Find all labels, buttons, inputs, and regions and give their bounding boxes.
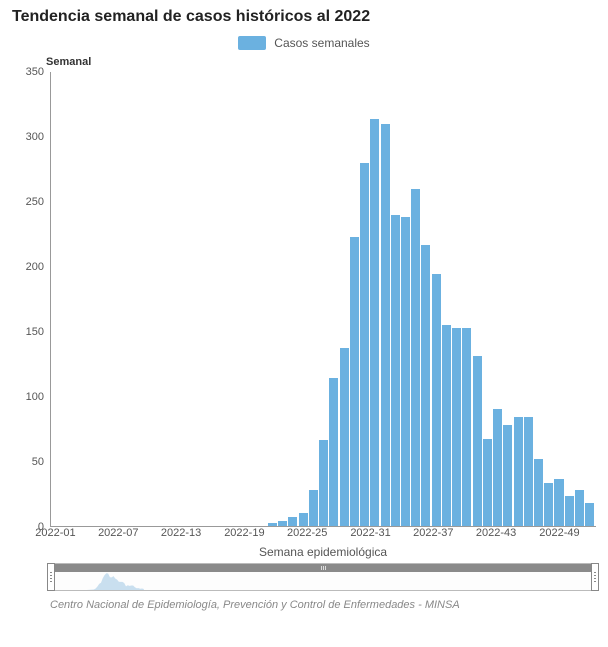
bar[interactable] xyxy=(401,217,410,526)
bar[interactable] xyxy=(565,496,574,526)
bar[interactable] xyxy=(411,189,420,526)
x-axis-label: Semana epidemiológica xyxy=(50,545,596,559)
bar[interactable] xyxy=(421,245,430,526)
x-tick: 2022-37 xyxy=(413,527,453,539)
bar[interactable] xyxy=(534,459,543,526)
bar[interactable] xyxy=(483,439,492,526)
bars-container xyxy=(51,72,596,526)
bar[interactable] xyxy=(524,417,533,526)
bar[interactable] xyxy=(452,328,461,526)
source-note: Centro Nacional de Epidemiología, Preven… xyxy=(50,599,596,611)
y-axis-title: Semanal xyxy=(46,56,596,68)
y-axis: 050100150200250300350 xyxy=(12,72,50,527)
x-tick: 2022-13 xyxy=(161,527,201,539)
slider-track[interactable] xyxy=(50,563,596,591)
x-axis: 2022-012022-072022-132022-192022-252022-… xyxy=(50,527,596,543)
bar[interactable] xyxy=(493,409,502,526)
bar[interactable] xyxy=(381,124,390,526)
x-tick: 2022-49 xyxy=(539,527,579,539)
bar[interactable] xyxy=(299,513,308,526)
bar[interactable] xyxy=(340,348,349,526)
bar[interactable] xyxy=(309,490,318,526)
bar[interactable] xyxy=(473,356,482,526)
slider-handle-left[interactable] xyxy=(47,563,55,591)
bar[interactable] xyxy=(514,417,523,526)
x-tick: 2022-31 xyxy=(350,527,390,539)
bar[interactable] xyxy=(432,274,441,526)
bar[interactable] xyxy=(391,215,400,526)
bar[interactable] xyxy=(329,378,338,526)
x-tick: 2022-01 xyxy=(35,527,75,539)
legend-swatch xyxy=(238,36,266,50)
plot-area xyxy=(50,72,596,527)
bar[interactable] xyxy=(268,523,277,526)
y-tick: 300 xyxy=(26,131,44,143)
bar[interactable] xyxy=(442,325,451,526)
slider-sparkline xyxy=(51,564,144,590)
x-tick: 2022-43 xyxy=(476,527,516,539)
slider-handle-right[interactable] xyxy=(591,563,599,591)
y-tick: 350 xyxy=(26,66,44,78)
legend: Casos semanales xyxy=(12,36,596,50)
range-slider[interactable] xyxy=(50,563,596,591)
y-tick: 150 xyxy=(26,326,44,338)
x-tick: 2022-19 xyxy=(224,527,264,539)
bar[interactable] xyxy=(288,517,297,526)
chart-title: Tendencia semanal de casos históricos al… xyxy=(12,8,596,26)
bar[interactable] xyxy=(360,163,369,526)
legend-label: Casos semanales xyxy=(274,36,369,50)
y-tick: 100 xyxy=(26,391,44,403)
x-tick: 2022-25 xyxy=(287,527,327,539)
chart: 050100150200250300350 2022-012022-072022… xyxy=(12,72,596,611)
bar[interactable] xyxy=(585,503,594,526)
y-tick: 200 xyxy=(26,261,44,273)
y-tick: 50 xyxy=(32,456,44,468)
bar[interactable] xyxy=(462,328,471,526)
bar[interactable] xyxy=(319,440,328,526)
bar[interactable] xyxy=(544,483,553,526)
bar[interactable] xyxy=(278,521,287,526)
y-tick: 250 xyxy=(26,196,44,208)
x-tick: 2022-07 xyxy=(98,527,138,539)
bar[interactable] xyxy=(350,237,359,526)
bar[interactable] xyxy=(370,119,379,526)
bar[interactable] xyxy=(554,479,563,526)
bar[interactable] xyxy=(503,425,512,526)
bar[interactable] xyxy=(575,490,584,526)
